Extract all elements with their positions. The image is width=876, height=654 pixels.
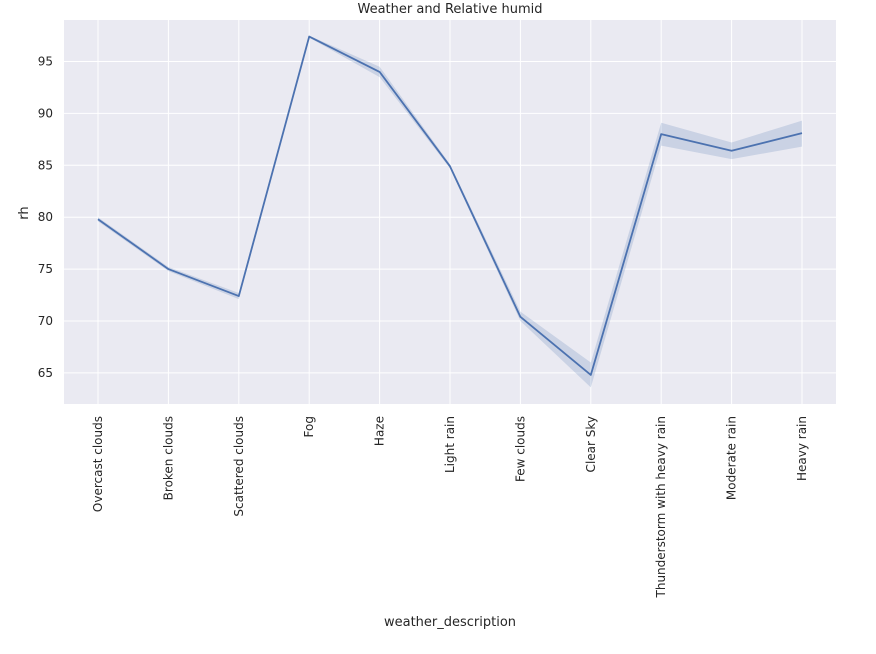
x-axis-label: weather_description <box>384 615 516 630</box>
y-tick-label: 85 <box>38 158 53 172</box>
chart-title: Weather and Relative humid <box>357 2 542 17</box>
x-tick-label: Few clouds <box>513 416 527 482</box>
x-tick-label: Light rain <box>443 416 457 473</box>
x-tick-label: Scattered clouds <box>232 416 246 517</box>
x-tick-label: Thunderstorm with heavy rain <box>654 416 668 598</box>
x-tick-label: Moderate rain <box>725 416 739 500</box>
x-tick-layer: Overcast clouds Broken clouds Scattered cl… <box>91 416 809 598</box>
y-tick-label: 90 <box>38 106 53 120</box>
y-tick-label: 80 <box>38 210 53 224</box>
y-tick-label: 65 <box>38 366 53 380</box>
x-tick-label: Fog <box>302 416 316 437</box>
y-tick-label: 95 <box>38 55 53 69</box>
y-tick-label: 75 <box>38 262 53 276</box>
x-tick-label: Haze <box>373 416 387 446</box>
x-tick-label: Clear Sky <box>584 416 598 472</box>
x-tick-label: Heavy rain <box>795 416 809 481</box>
x-tick-label: Broken clouds <box>161 416 175 500</box>
y-tick-label: 70 <box>38 314 53 328</box>
y-tick-layer: 65 70 75 80 85 90 95 <box>38 55 53 380</box>
y-axis-label: rh <box>17 206 32 219</box>
x-tick-label: Overcast clouds <box>91 416 105 512</box>
